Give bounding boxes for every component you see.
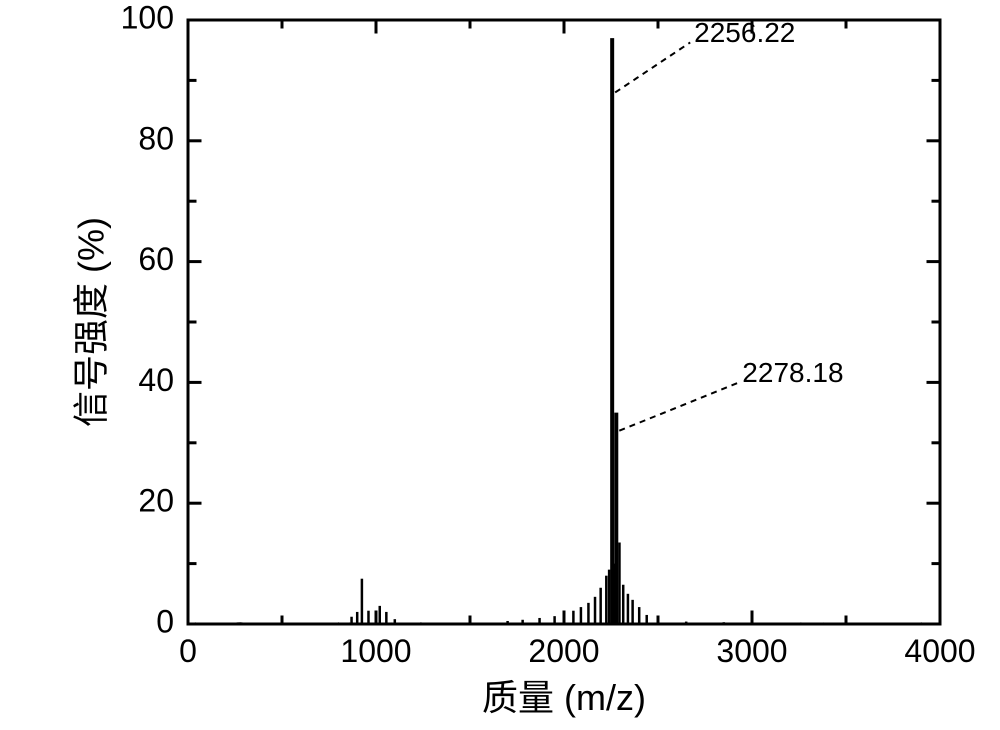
x-tick-label: 4000	[904, 633, 975, 669]
y-tick-label: 0	[156, 603, 174, 639]
x-tick-label: 0	[179, 633, 197, 669]
peak-label-leader	[615, 42, 690, 92]
y-tick-label: 40	[138, 362, 174, 398]
y-tick-label: 60	[138, 241, 174, 277]
y-tick-label: 100	[121, 0, 174, 35]
peak-label: 2256.22	[694, 17, 795, 48]
peak-label: 2278.18	[742, 357, 843, 388]
x-tick-label: 3000	[716, 633, 787, 669]
y-tick-label: 20	[138, 483, 174, 519]
x-tick-label: 2000	[528, 633, 599, 669]
x-axis-title: 质量 (m/z)	[482, 677, 646, 718]
y-axis-title: 信号强度 (%)	[71, 217, 112, 427]
mass-spectrum-chart: 2256.22 2278.18 0 1000 2000 3000 4000 0 20 40 60 80…	[0, 0, 1000, 730]
plot-frame	[188, 20, 940, 624]
y-tick-label: 80	[138, 120, 174, 156]
peak-label-leader	[619, 383, 738, 431]
x-tick-label: 1000	[340, 633, 411, 669]
